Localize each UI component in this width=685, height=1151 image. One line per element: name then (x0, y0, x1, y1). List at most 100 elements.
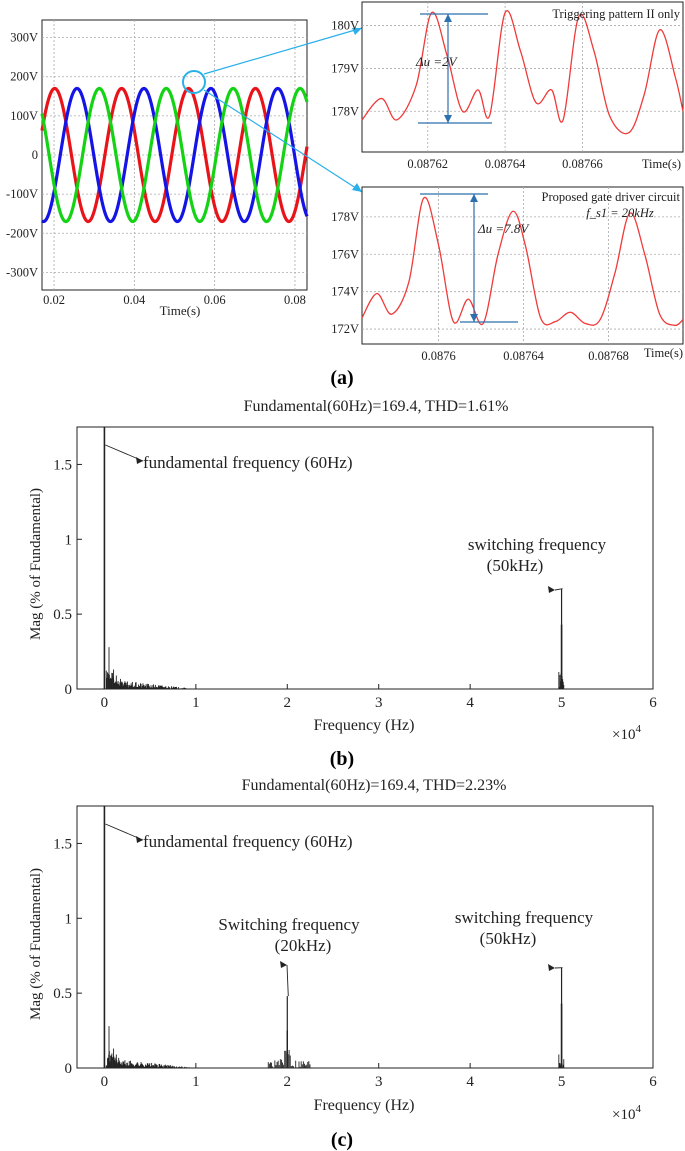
b-xtick-tick-0: 0 (101, 695, 109, 711)
b-ytick-tick-1: 0.5 (53, 607, 72, 623)
b-ylabel: Mag (% of Fundamental) (28, 488, 44, 640)
a-zoom-bottom-xtick-tick-2: 0.08768 (588, 349, 629, 363)
a-zoom-top-title: Triggering pattern II only (552, 7, 680, 21)
c-annot-label2-2: (50kHz) (480, 929, 537, 948)
zoom-connector-top (203, 27, 363, 75)
b-xtick-tick-6: 6 (649, 695, 657, 711)
c-xtick-tick-6: 6 (649, 1074, 657, 1090)
zoom-arrowhead-top (352, 28, 362, 35)
a-zoom-top-ytick-tick-1: 179V (331, 61, 359, 75)
delta-u2-arrowhead-up (470, 194, 478, 202)
a-zoom-bottom-subtitle: f_s1 = 20kHz (586, 206, 654, 220)
c-annot-label-2: switching frequency (455, 908, 594, 927)
c-xlabel: Frequency (Hz) (314, 1097, 415, 1114)
c-annotations: fundamental frequency (60Hz) Switching fr… (105, 823, 594, 997)
a-zoom-bottom-delta-marker: Δu =7.8V (420, 193, 530, 323)
a-zoom-top-xtick-tick-2: 0.08766 (562, 157, 603, 171)
b-annot-arrowhead-1 (548, 586, 555, 593)
b-annot-label-1: switching frequency (468, 535, 607, 554)
c-ylabel: Mag (% of Fundamental) (28, 868, 44, 1020)
c-title: Fundamental(60Hz)=169.4, THD=2.23% (242, 777, 507, 794)
a-zoom-top-delta-label: Δu =2V (415, 54, 459, 69)
a-zoom-bottom-xtick-tick-0: 0.0876 (421, 349, 455, 363)
a-zoom-bottom-ytick-tick-3: 172V (331, 322, 359, 336)
a-main-ytick-tick-4: -100V (6, 187, 38, 201)
b-ytick-tick-3: 1.5 (53, 457, 72, 473)
a-main-xlabel: Time(s) (160, 303, 201, 318)
a-main-ytick-tick-3: 0 (32, 148, 38, 162)
a-zoom-bottom-x-tick-labels: 0.0876 0.08764 0.08768 (421, 349, 629, 363)
a-zoom-top-ytick-tick-0: 180V (331, 19, 359, 33)
b-y-tick-labels: 0 0.5 1 1.5 (53, 457, 82, 698)
b-xtick-tick-1: 1 (192, 695, 200, 711)
a-zoom-bottom-ytick-tick-1: 176V (331, 247, 359, 261)
panel-label-a: (a) (330, 367, 353, 389)
b-x-tick-labels: 0 1 2 3 4 5 6 (101, 684, 657, 711)
c-ytick-tick-0: 0 (65, 1061, 73, 1077)
a-main-ytick-tick-5: -200V (6, 226, 38, 240)
c-frame (76, 805, 654, 1069)
c-annot-leader-1 (286, 964, 289, 997)
c-annot-label-0: fundamental frequency (60Hz) (143, 832, 353, 851)
zoom-circle-marker (182, 70, 206, 94)
a-main-xtick-tick-3: 0.08 (284, 293, 306, 307)
a-main-series-phase-a (40, 86, 309, 224)
c-x-multiplier: ×104 (612, 1103, 641, 1123)
delta-u-arrowhead-up (444, 14, 452, 22)
a-main-series-phase-c (40, 86, 309, 224)
a-zoom-bottom-xtick-tick-1: 0.08764 (503, 349, 544, 363)
c-x-multiplier-base: ×10 (612, 1107, 635, 1123)
b-xtick-tick-3: 3 (375, 695, 383, 711)
a-zoom-top-frame (361, 1, 684, 153)
b-annot-leader-1 (554, 588, 563, 591)
a-zoom-top-ytick-tick-2: 178V (331, 104, 359, 118)
a-zoom-top-y-tick-labels: 180V 179V 178V (331, 19, 359, 119)
b-xtick-tick-5: 5 (558, 695, 566, 711)
a-zoom-bottom-series-line (361, 196, 684, 327)
c-annot-arrowhead-0 (136, 836, 143, 843)
c-xtick-tick-0: 0 (101, 1074, 109, 1090)
zoom-connectors (203, 27, 363, 193)
b-ytick-tick-0: 0 (65, 682, 73, 698)
a-main-grid (42, 20, 307, 290)
b-annot-label2-1: (50kHz) (487, 556, 544, 575)
b-x-multiplier: ×104 (612, 723, 641, 743)
a-main-y-tick-labels: 300V 200V 100V 0 -100V -200V -300V (6, 31, 38, 280)
b-annotations: fundamental frequency (60Hz) switching fr… (105, 444, 607, 593)
c-spectrum-bars (103, 806, 565, 1068)
c-xtick-tick-2: 2 (284, 1074, 292, 1090)
panel-c-spectrum: Fundamental(60Hz)=169.4, THD=2.23% 0 0.5 1… (28, 777, 657, 1123)
a-zoom-bottom-grid (362, 187, 683, 344)
a-zoom-bottom-delta-label: Δu =7.8V (477, 221, 530, 236)
c-x-multiplier-exp: 4 (635, 1103, 641, 1115)
a-main-xtick-tick-2: 0.06 (204, 293, 226, 307)
delta-u2-arrowhead-down (470, 314, 478, 322)
c-annot-arrowhead-1 (280, 961, 287, 968)
c-xtick-tick-1: 1 (192, 1074, 200, 1090)
a-zoom-top-xtick-tick-1: 0.08764 (485, 157, 526, 171)
b-annot-label-0: fundamental frequency (60Hz) (143, 453, 353, 472)
delta-u-arrowhead-down (444, 115, 452, 123)
panel-b-spectrum: Fundamental(60Hz)=169.4, THD=1.61% 0 0.5 1… (28, 398, 657, 743)
a-main-series-phase-b (40, 86, 309, 224)
b-x-multiplier-exp: 4 (635, 723, 641, 735)
a-main-series (40, 86, 309, 224)
a-zoom-top-x-tick-labels: 0.08762 0.08764 0.08766 (407, 157, 602, 171)
a-main-ytick-tick-0: 300V (10, 31, 38, 45)
c-ytick-tick-3: 1.5 (53, 836, 72, 852)
a-zoom-top-series-line (361, 10, 684, 135)
b-xtick-tick-4: 4 (466, 695, 474, 711)
a-main-xtick-tick-1: 0.04 (123, 293, 146, 307)
panel-label-b: (b) (330, 748, 354, 770)
a-main-xtick-tick-0: 0.02 (43, 293, 65, 307)
b-annot-arrowhead-0 (136, 457, 143, 464)
a-zoom-top-delta-marker: Δu =2V (415, 13, 492, 124)
c-y-tick-labels: 0 0.5 1 1.5 (53, 836, 82, 1077)
a-main-ytick-tick-2: 100V (10, 109, 38, 123)
b-ytick-tick-2: 1 (65, 532, 73, 548)
a-zoom-top-xlabel: Time(s) (642, 157, 681, 171)
c-ytick-tick-2: 1 (65, 911, 73, 927)
b-title: Fundamental(60Hz)=169.4, THD=1.61% (244, 398, 509, 415)
